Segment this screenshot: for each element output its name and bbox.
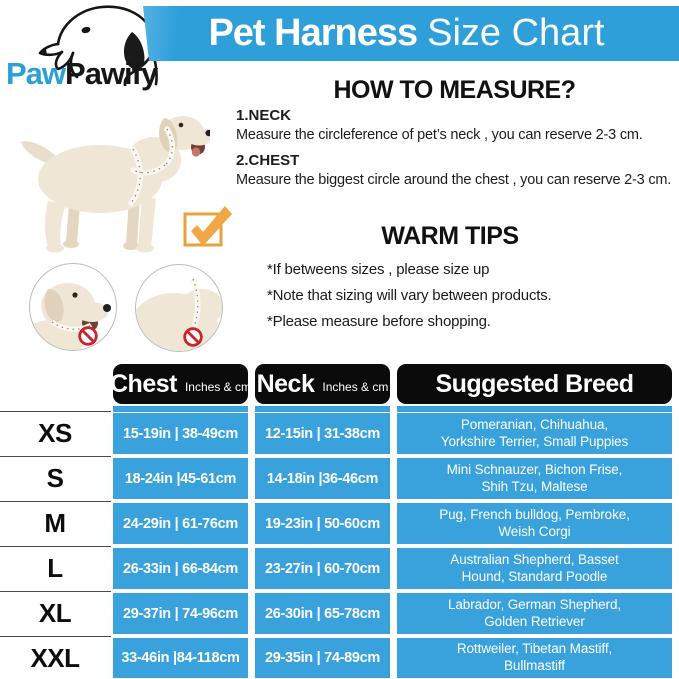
prohibited-icon: [183, 327, 203, 347]
size-label-l: L: [47, 553, 63, 583]
brand-first: Paw: [6, 56, 66, 91]
cell-l-breed: Australian Shepherd, Basset Hound, Stand…: [397, 548, 672, 589]
step-neck-label: 1.NECK: [236, 107, 292, 124]
header-underline: [397, 406, 672, 412]
dog-measuring-photo: [21, 116, 210, 253]
tip-line: *If betweens sizes , please size up: [267, 261, 490, 278]
prohibited-icon: [78, 326, 98, 346]
cell-xs-chest: 15-19in | 38-49cm: [113, 413, 248, 454]
column-header-breed: Suggested Breed: [397, 364, 672, 404]
size-label-xs: XS: [38, 418, 72, 448]
row-divider: [0, 636, 111, 637]
cell-xxl-breed: Rottweiler, Tibetan Mastiff, Bullmastiff: [397, 638, 672, 678]
column-header-neck: Neck Inches & cm: [255, 364, 390, 404]
header-underline: [113, 406, 248, 412]
warm-tips-list: *If betweens sizes , please size up *Not…: [267, 257, 667, 335]
warm-tips-heading: WARM TIPS: [381, 222, 519, 250]
row-divider: [0, 546, 111, 547]
dog-chest-closeup: [135, 264, 223, 352]
column-header-chest: Chest Inches & cm: [110, 364, 251, 404]
brand-name: PawPawify: [6, 56, 216, 92]
logo-dog-ear: [123, 32, 145, 70]
cell-m-breed: Pug, French bulldog, Pembroke, Weish Cor…: [397, 503, 672, 544]
title-banner: Pet Harness Size Chart: [143, 6, 679, 61]
cell-xs-breed: Pomeranian, Chihuahua, Yorkshire Terrier…: [397, 413, 672, 454]
size-label-s: S: [46, 463, 64, 493]
cell-xl-neck: 26-30in | 65-78cm: [255, 593, 390, 634]
tip-line: *Please measure before shopping.: [267, 313, 491, 330]
cell-xl-chest: 29-37in | 74-96cm: [113, 593, 248, 634]
step-chest-label: 2.CHEST: [236, 152, 300, 169]
row-divider: [0, 501, 111, 502]
step-chest-text: Measure the biggest circle around the ch…: [236, 172, 672, 188]
size-label-m: M: [44, 508, 66, 538]
size-label-xl: XL: [38, 598, 72, 628]
dog-neck-closeup: [29, 263, 117, 351]
brand-second: Pawify: [65, 56, 158, 91]
cell-m-neck: 19-23in | 50-60cm: [255, 503, 390, 544]
cell-xxl-neck: 29-35in | 74-89cm: [255, 638, 390, 678]
measure-steps: 1.NECK Measure the circleference of pet’…: [236, 107, 676, 188]
tip-line: *Note that sizing will vary between prod…: [267, 287, 552, 304]
cell-s-breed: Mini Schnauzer, Bichon Frise, Shih Tzu, …: [397, 458, 672, 499]
cell-l-chest: 26-33in | 66-84cm: [113, 548, 248, 589]
size-label-xxl: XXL: [30, 643, 80, 673]
step-neck-text: Measure the circleference of pet’s neck …: [236, 127, 643, 143]
row-divider: [0, 456, 111, 457]
cell-l-neck: 23-27in | 60-70cm: [255, 548, 390, 589]
banner-title-light: Size Chart: [427, 12, 605, 54]
cell-xxl-chest: 33-46in |84-118cm: [113, 638, 248, 678]
check-icon: [183, 206, 232, 247]
banner-title-bold: Pet Harness: [208, 12, 418, 54]
header-underline: [255, 406, 390, 412]
row-divider: [0, 411, 111, 412]
row-divider: [0, 591, 111, 592]
cell-xs-neck: 12-15in | 31-38cm: [255, 413, 390, 454]
cell-m-chest: 24-29in | 61-76cm: [113, 503, 248, 544]
how-to-measure-heading: HOW TO MEASURE?: [333, 76, 576, 104]
cell-s-chest: 18-24in |45-61cm: [113, 458, 248, 499]
cell-s-neck: 14-18in |36-46cm: [255, 458, 390, 499]
cell-xl-breed: Labrador, German Shepherd, Golden Retrie…: [397, 593, 672, 634]
